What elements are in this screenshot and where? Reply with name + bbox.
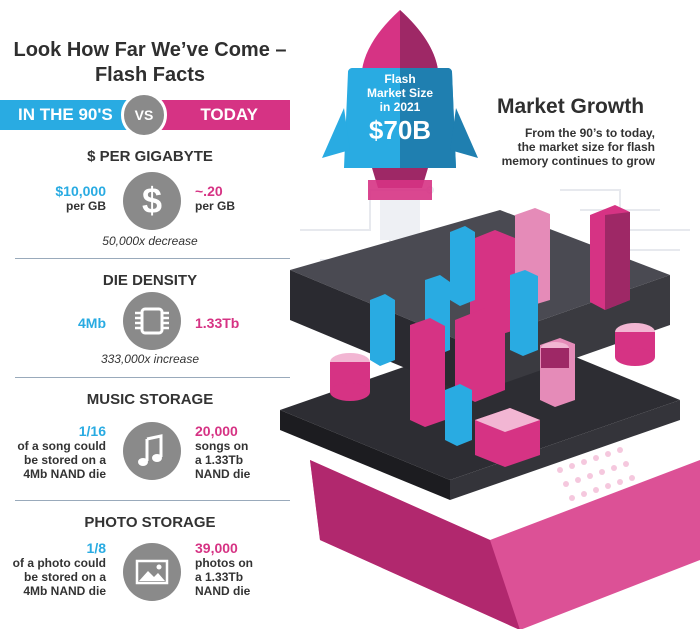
photo-90s-sub-2: be stored on a — [23, 570, 106, 584]
photo-today-value: 39,000 — [195, 540, 238, 556]
price-90s-sub: per GB — [65, 199, 106, 213]
price-90s-value: $10,000 — [55, 183, 106, 199]
skyline-towers — [330, 205, 655, 467]
market-growth-desc: From the 90’s to today, the market size … — [455, 126, 655, 168]
divider — [15, 377, 290, 378]
photo-today-sub-1: photos on — [195, 556, 253, 570]
divider — [15, 500, 290, 501]
market-desc-line-1: From the 90’s to today, — [524, 126, 655, 140]
dollar-icon: $ — [123, 172, 181, 230]
section-title-price: $ PER GIGABYTE — [87, 148, 213, 165]
market-desc-line-2: the market size for flash — [517, 140, 655, 154]
density-90s: 4Mb — [78, 315, 106, 331]
price-today-sub: per GB — [195, 199, 236, 213]
price-note: 50,000x decrease — [102, 234, 198, 248]
comparison-bar: IN THE 90'S TODAY VS — [0, 92, 290, 138]
chip-icon — [123, 292, 181, 350]
board-dots — [557, 447, 635, 501]
divider — [15, 258, 290, 259]
photo-today: 39,000 photos on a 1.33Tb NAND die — [195, 540, 290, 598]
music-90s-value: 1/16 — [78, 423, 106, 439]
price-90s: $10,000 per GB — [20, 183, 106, 213]
rocket-line-3: in 2021 — [379, 100, 421, 114]
image-icon — [123, 543, 181, 601]
svg-text:$: $ — [142, 180, 162, 221]
rocket-line-2: Market Size — [366, 86, 434, 100]
title-line-2: Flash Facts — [94, 64, 206, 86]
music-today: 20,000 songs on a 1.33Tb NAND die — [195, 423, 290, 481]
music-90s-sub-3: 4Mb NAND die — [23, 467, 106, 481]
music-today-sub-2: a 1.33Tb — [195, 453, 244, 467]
music-today-sub-3: NAND die — [195, 467, 251, 481]
music-90s-sub-2: be stored on a — [23, 453, 106, 467]
rocket-caption: Flash Market Size in 2021 — [350, 72, 450, 114]
today-label: TODAY — [145, 100, 290, 130]
photo-today-sub-3: NAND die — [195, 584, 251, 598]
rocket — [322, 10, 478, 240]
density-today: 1.33Tb — [195, 315, 240, 331]
photo-90s-sub-1: of a photo could — [12, 556, 106, 570]
title-line-1: Look How Far We’ve Come – — [13, 39, 287, 61]
music-90s-sub-1: of a song could — [17, 439, 106, 453]
vs-badge: VS — [121, 92, 167, 138]
rocket-line-1: Flash — [384, 72, 416, 86]
section-title-density: DIE DENSITY — [102, 272, 198, 289]
music-90s: 1/16 of a song could be stored on a 4Mb … — [0, 423, 106, 481]
music-today-value: 20,000 — [195, 423, 238, 439]
photo-today-sub-2: a 1.33Tb — [195, 570, 244, 584]
market-desc-line-3: memory continues to grow — [501, 154, 655, 168]
price-today-value: ~.20 — [195, 183, 223, 199]
section-title-music: MUSIC STORAGE — [86, 391, 214, 408]
page-title: Look How Far We’ve Come – Flash Facts — [0, 38, 300, 88]
photo-90s: 1/8 of a photo could be stored on a 4Mb … — [0, 540, 106, 598]
market-size-value: $70B — [368, 115, 432, 145]
price-today: ~.20 per GB — [195, 183, 285, 213]
nineties-label: IN THE 90'S — [0, 100, 145, 130]
flash-city-illustration — [280, 10, 700, 629]
photo-90s-sub-3: 4Mb NAND die — [23, 584, 106, 598]
density-note: 333,000x increase — [100, 352, 200, 366]
market-growth-title: Market Growth — [497, 95, 645, 118]
music-note-icon — [123, 422, 181, 480]
photo-90s-value: 1/8 — [86, 540, 106, 556]
section-title-photo: PHOTO STORAGE — [84, 514, 216, 531]
music-today-sub-1: songs on — [195, 439, 249, 453]
